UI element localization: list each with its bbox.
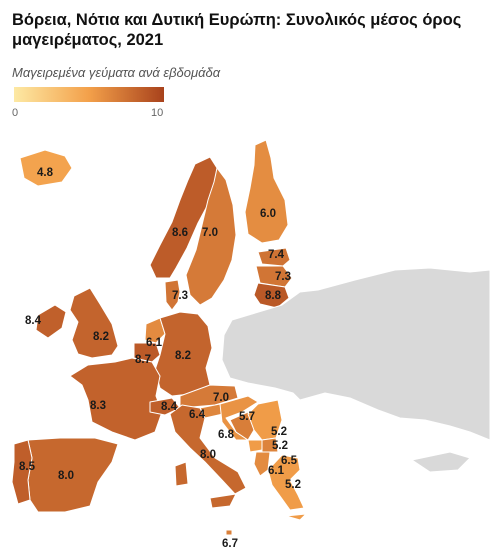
value-label-slovenia: 6.4 <box>189 409 206 421</box>
value-label-albania: 6.1 <box>268 465 285 477</box>
value-label-norway: 8.6 <box>172 227 188 239</box>
country-eastern-europe <box>221 267 490 473</box>
legend-min-label: 0 <box>12 107 19 119</box>
country-switzerland <box>149 397 181 416</box>
country-ireland <box>35 304 67 339</box>
value-label-malta: 6.7 <box>222 538 238 550</box>
value-label-italy: 8.0 <box>200 449 216 461</box>
country-iceland <box>19 149 73 187</box>
value-label-denmark: 7.3 <box>172 290 188 302</box>
value-label-spain: 8.0 <box>58 470 74 482</box>
country-france <box>69 357 163 441</box>
value-label-ireland: 8.4 <box>25 315 42 327</box>
value-label-netherlands: 6.1 <box>146 337 163 349</box>
country-kosovo <box>261 437 279 453</box>
country-united-kingdom <box>69 287 119 359</box>
value-label-iceland: 4.8 <box>37 167 54 179</box>
value-label-united-kingdom: 8.2 <box>93 331 109 343</box>
country-netherlands <box>144 317 166 344</box>
value-label-germany: 8.2 <box>175 350 191 362</box>
country-latvia <box>255 265 293 288</box>
value-label-serbia: 5.2 <box>271 426 287 438</box>
country-malta <box>225 529 233 536</box>
value-label-lithuania: 8.8 <box>265 290 282 302</box>
country-italy <box>169 404 247 509</box>
value-label-bosnia: 6.8 <box>218 429 235 441</box>
legend-color-scale <box>14 87 164 102</box>
value-label-portugal: 8.5 <box>19 461 36 473</box>
value-label-montenegro: 5.2 <box>272 440 288 452</box>
value-label-kosovo: 6.5 <box>281 455 298 467</box>
value-label-france: 8.3 <box>90 400 106 412</box>
country-montenegro <box>247 439 263 453</box>
value-label-finland: 6.0 <box>260 208 276 220</box>
country-croatia <box>219 395 259 441</box>
country-portugal <box>11 439 33 505</box>
legend-max-label: 10 <box>151 107 164 119</box>
country-belgium <box>133 342 161 363</box>
country-estonia <box>257 247 291 267</box>
country-finland <box>244 139 289 244</box>
country-denmark <box>164 279 181 311</box>
value-label-austria: 7.0 <box>213 392 229 404</box>
value-label-sweden: 7.0 <box>202 227 218 239</box>
value-label-belgium: 8.7 <box>135 354 151 366</box>
legend-title: Μαγειρεμένα γεύματα ανά εβδομάδα <box>12 65 221 80</box>
map-title: Βόρεια, Νότια και Δυτική Ευρώπη: Συνολικ… <box>12 11 462 49</box>
country-greece <box>267 454 307 521</box>
value-label-greece: 5.2 <box>285 479 301 491</box>
value-label-croatia: 5.7 <box>239 411 255 423</box>
country-bosnia <box>229 411 255 441</box>
country-albania <box>253 451 271 477</box>
country-sweden <box>185 167 237 306</box>
value-label-switzerland: 8.4 <box>161 401 178 413</box>
value-label-estonia: 7.4 <box>268 249 285 261</box>
value-label-latvia: 7.3 <box>275 271 291 283</box>
